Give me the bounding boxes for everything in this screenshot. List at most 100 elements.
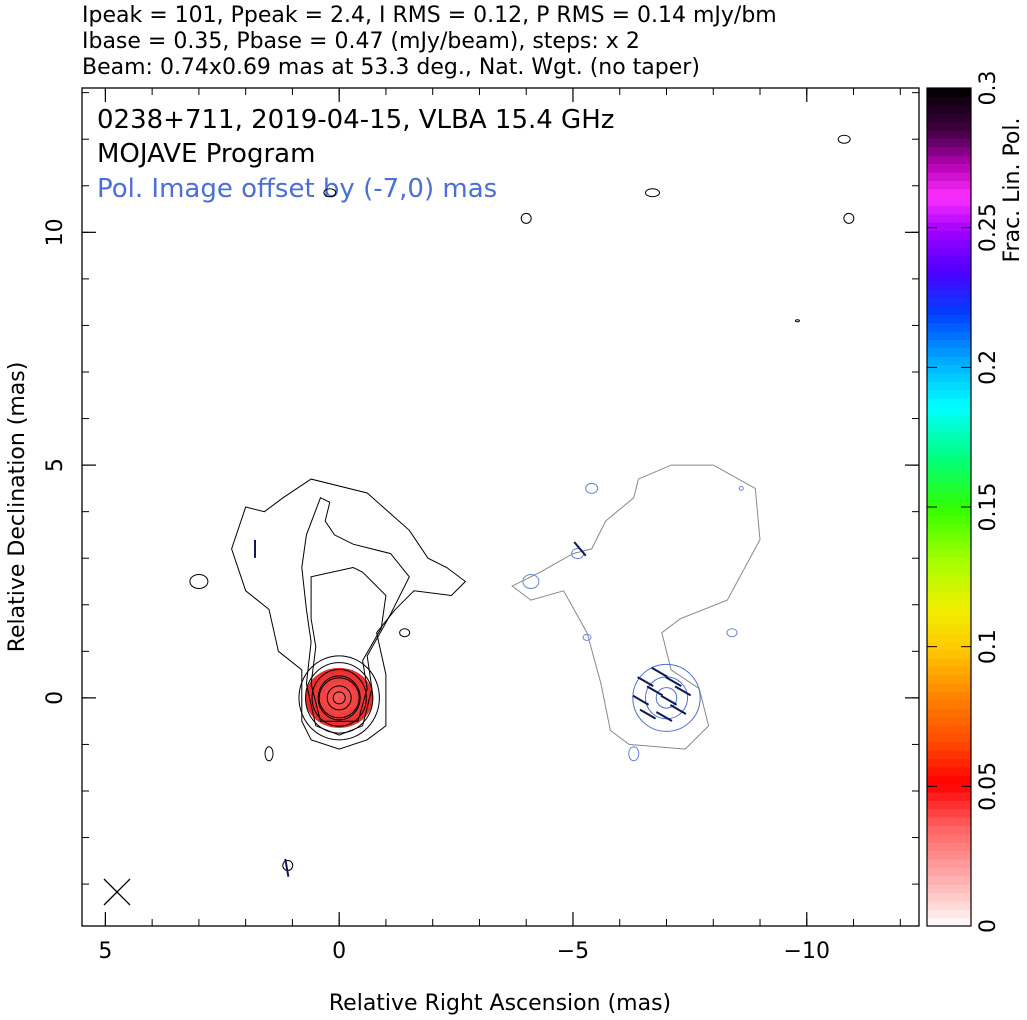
colorbar-band (927, 255, 971, 265)
y-ticks: 0 5 10 (43, 92, 919, 885)
colorbar-band (927, 96, 971, 106)
colorbar-band (927, 155, 971, 165)
colorbar-band (927, 196, 971, 206)
core-inner-contour (332, 691, 346, 705)
source-annotation: 0238+711, 2019-04-15, VLBA 15.4 GHz (97, 105, 614, 135)
colorbar-band (927, 875, 971, 885)
colorbar-band (927, 129, 971, 139)
noise-blob (644, 188, 660, 198)
program-annotation: MOJAVE Program (97, 139, 315, 169)
colorbar-band (927, 205, 971, 215)
colorbar-band (927, 791, 971, 801)
evpa-tick (639, 708, 657, 720)
pol-contour (632, 663, 701, 732)
x-tick-label: 0 (332, 939, 346, 964)
colorbar-band (927, 775, 971, 785)
total-intensity-contours (189, 134, 855, 871)
evpa-tick (573, 541, 587, 557)
colorbar-band (927, 439, 971, 449)
colorbar-band (927, 590, 971, 600)
x-ticks: 5 0 −5 −10 (98, 88, 901, 964)
evpa-tick (284, 858, 290, 877)
colorbar-band (927, 900, 971, 910)
colorbar-band (927, 272, 971, 282)
colorbar-title: Frac. Lin. Pol. (1000, 117, 1025, 262)
plot-frame (81, 87, 920, 927)
colorbar-band (927, 632, 971, 642)
colorbar-band (927, 289, 971, 299)
colorbar-band (927, 858, 971, 868)
colorbar-band (927, 222, 971, 232)
colorbar-band (927, 322, 971, 332)
evpa-tick (660, 694, 678, 706)
colorbar-band (927, 641, 971, 651)
intensity-blob (264, 746, 274, 762)
fractional-pol-core-patch (305, 667, 374, 728)
noise-blob (843, 212, 855, 224)
colorbar-band (927, 540, 971, 550)
x-axis-title: Relative Right Ascension (mas) (329, 991, 671, 1016)
colorbar-band (927, 842, 971, 852)
pol-blob (582, 633, 592, 641)
y-axis-title: Relative Declination (mas) (5, 362, 30, 653)
colorbar-band (927, 473, 971, 483)
colorbar-band (927, 557, 971, 567)
intensity-contour (231, 478, 467, 750)
core-contour (311, 669, 367, 727)
core-inner-contour (318, 677, 360, 719)
evpa-tick (637, 676, 654, 687)
colorbar-band (927, 121, 971, 131)
colorbar-band (927, 347, 971, 357)
colorbar-band (927, 607, 971, 617)
colorbar-band (927, 372, 971, 382)
colorbar-tick-label: 0.25 (976, 203, 1001, 252)
colorbar-tick-label: 0.2 (976, 350, 1001, 385)
colorbar-band (927, 758, 971, 768)
colorbar-tick-label: 0.3 (976, 71, 1001, 106)
colorbar-band (927, 909, 971, 919)
colorbar-band (927, 817, 971, 827)
colorbar-band (927, 490, 971, 500)
y-tick-label: 5 (43, 458, 68, 472)
colorbar-band (927, 766, 971, 776)
noise-blob (323, 188, 337, 198)
colorbar-band (927, 230, 971, 240)
colorbar-band (927, 649, 971, 659)
pol-blob (585, 482, 599, 494)
colorbar-band (927, 548, 971, 558)
colorbar-band (927, 448, 971, 458)
pol-blob (738, 485, 744, 491)
colorbar-band (927, 532, 971, 542)
colorbar-band (927, 657, 971, 667)
colorbar-band (927, 783, 971, 793)
colorbar-band (927, 481, 971, 491)
evpa-tick (651, 666, 668, 678)
colorbar-band (927, 884, 971, 894)
intensity-blob (399, 628, 411, 638)
colorbar-band (927, 741, 971, 751)
colorbar-band (927, 615, 971, 625)
colorbar-band (927, 808, 971, 818)
colorbar-band (927, 850, 971, 860)
pol-blob (628, 746, 640, 762)
offset-annotation: Pol. Image offset by (-7,0) mas (97, 174, 497, 204)
colorbar-band (927, 188, 971, 198)
colorbar-band (927, 582, 971, 592)
noise-blob (520, 212, 532, 224)
colorbar-frame (926, 87, 972, 927)
colorbar-band (927, 163, 971, 173)
intensity-contour (310, 566, 387, 722)
colorbar-band (927, 238, 971, 248)
colorbar-band (927, 314, 971, 324)
colorbar-band (927, 917, 971, 927)
colorbar-band (927, 180, 971, 190)
colorbar-band (927, 515, 971, 525)
colorbar-band (927, 574, 971, 584)
colorbar-band (927, 716, 971, 726)
colorbar-band (927, 423, 971, 433)
pol-image-intensity-contour (511, 464, 761, 750)
colorbar-tick-label: 0 (976, 919, 1001, 933)
colorbar-band (927, 708, 971, 718)
polarization-layer (254, 464, 761, 877)
